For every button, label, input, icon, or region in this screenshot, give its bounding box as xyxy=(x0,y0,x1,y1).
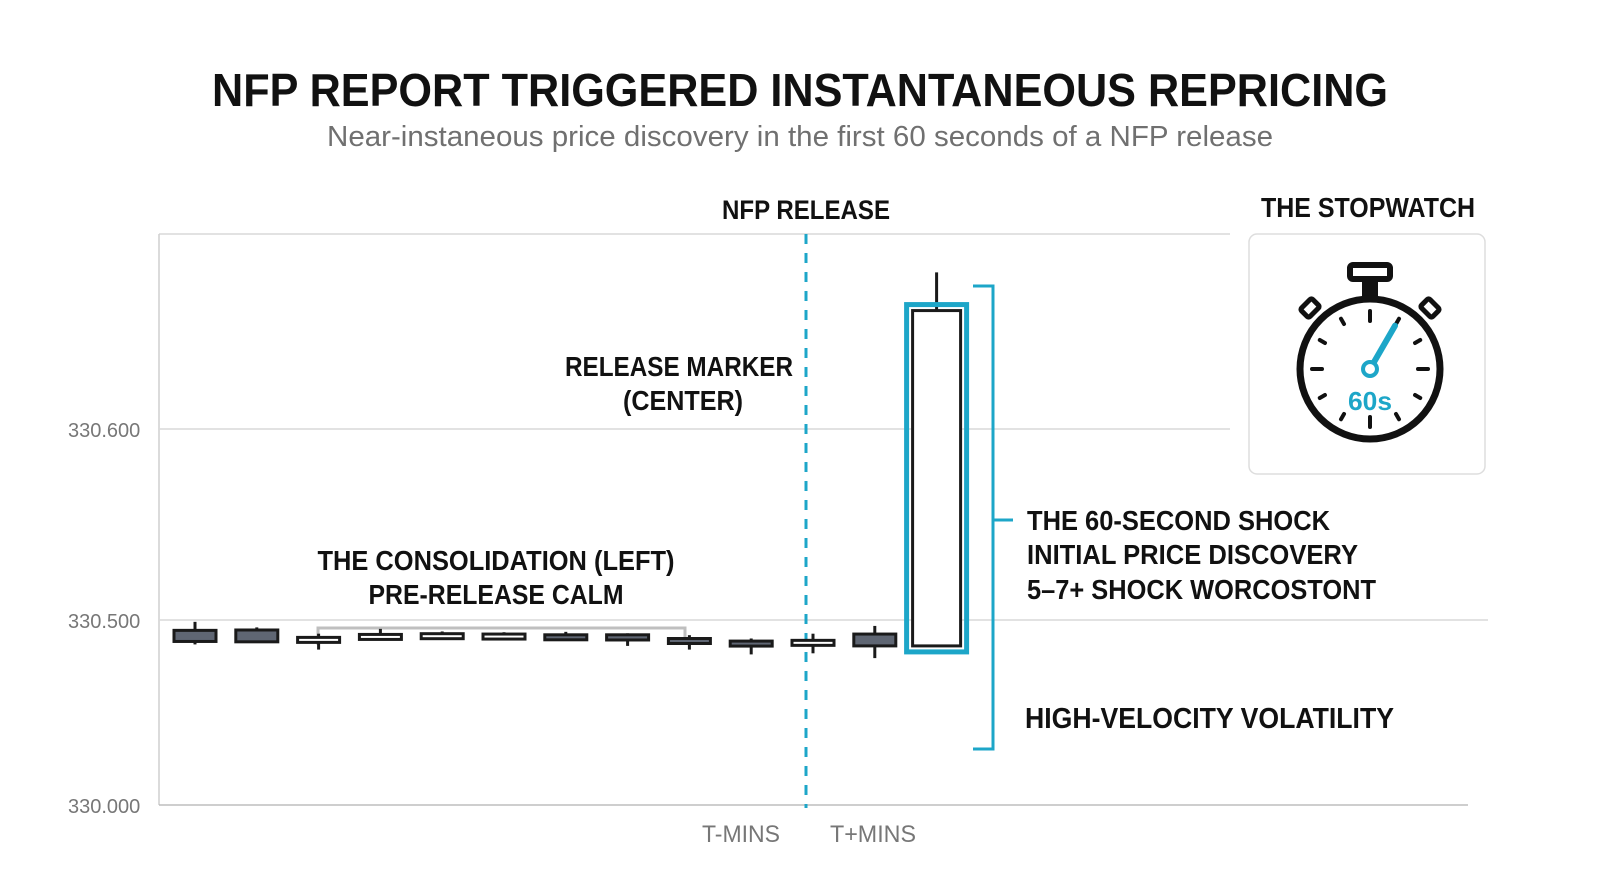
candle-body xyxy=(234,628,280,644)
volatility-label: HIGH-VELOCITY VOLATILITY xyxy=(1025,703,1394,735)
stopwatch-tick xyxy=(1317,393,1327,400)
y-tick-label: 330.500 xyxy=(68,611,140,633)
stopwatch-tick xyxy=(1394,412,1401,422)
shock-line-2: INITIAL PRICE DISCOVERY xyxy=(1027,539,1358,570)
shock-candle xyxy=(904,272,970,655)
x-label-t-plus: T+MINS xyxy=(830,821,916,848)
candle xyxy=(790,633,836,654)
x-label-t-minus: T-MINS xyxy=(702,821,780,848)
candle xyxy=(728,638,774,655)
candle-body xyxy=(605,633,651,642)
stopwatch-tick xyxy=(1413,338,1423,345)
candle xyxy=(357,628,403,641)
candle-body xyxy=(666,637,712,645)
stopwatch-readout: 60s xyxy=(1348,386,1392,416)
candle xyxy=(172,621,218,645)
shock-bracket xyxy=(973,284,1013,751)
candle-body xyxy=(296,635,342,644)
consolidation-subtitle: PRE-RELEASE CALM xyxy=(369,579,624,610)
candle xyxy=(296,633,342,650)
stopwatch-tick xyxy=(1317,338,1327,345)
candle-body xyxy=(419,632,465,641)
candle-body xyxy=(852,632,898,648)
plot-frame xyxy=(158,233,1468,806)
chart-title: NFP REPORT TRIGGERED INSTANTANEOUS REPRI… xyxy=(212,64,1388,116)
candle xyxy=(852,625,898,659)
stopwatch-tick xyxy=(1339,412,1346,422)
candle xyxy=(666,635,712,650)
shock-line-3: 5–7+ SHOCK WORCOSTONT xyxy=(1027,574,1376,605)
gridlines xyxy=(159,428,1488,621)
candle-body xyxy=(543,633,589,642)
y-axis-tick-labels: 330.600 330.500 330.000 xyxy=(68,420,140,818)
y-tick-label: 330.000 xyxy=(68,796,140,818)
chart-subtitle: Near-instaneous price discovery in the f… xyxy=(327,121,1273,153)
stopwatch-tick xyxy=(1339,316,1346,326)
candle xyxy=(481,632,527,641)
candle xyxy=(419,631,465,641)
candle-body xyxy=(728,639,774,648)
candle-body xyxy=(172,628,218,643)
candle-body xyxy=(357,632,403,641)
shock-title: THE 60-SECOND SHOCK xyxy=(1027,505,1330,536)
release-marker-title: RELEASE MARKER xyxy=(565,351,793,382)
candle xyxy=(605,633,651,646)
release-marker-subtitle: (CENTER) xyxy=(623,385,743,416)
candle-body xyxy=(911,309,963,648)
y-tick-label: 330.600 xyxy=(68,420,140,442)
stopwatch-tick xyxy=(1413,393,1423,400)
stopwatch-icon xyxy=(1296,262,1444,443)
candlestick-series xyxy=(172,272,970,659)
consolidation-title: THE CONSOLIDATION (LEFT) xyxy=(318,545,675,576)
release-label: NFP RELEASE xyxy=(722,195,890,225)
candle-body xyxy=(481,632,527,641)
shock-candle-highlight xyxy=(904,302,970,655)
candle xyxy=(543,631,589,642)
candle xyxy=(234,627,280,644)
stopwatch-title: THE STOPWATCH xyxy=(1261,192,1475,223)
candle-body xyxy=(790,638,836,647)
